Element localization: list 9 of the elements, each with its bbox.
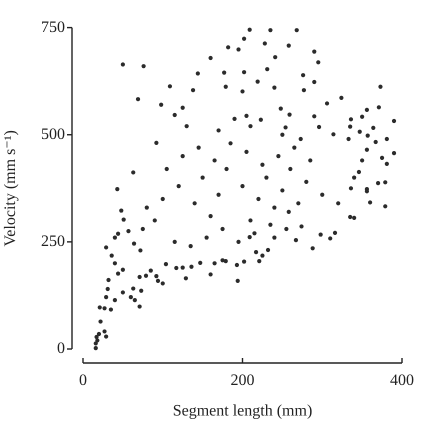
y-axis-title: Velocity (mm s⁻¹) [2,130,19,246]
y-tick-label: 500 [41,126,65,143]
x-tick-label: 0 [79,372,87,389]
x-tick-label: 200 [230,372,254,389]
y-tick-label: 250 [41,233,65,250]
y-tick-label: 750 [41,18,65,36]
x-tick-label: 400 [390,372,414,389]
x-axis-title: Segment length (mm) [172,402,312,420]
y-tick-label: 0 [57,340,65,358]
